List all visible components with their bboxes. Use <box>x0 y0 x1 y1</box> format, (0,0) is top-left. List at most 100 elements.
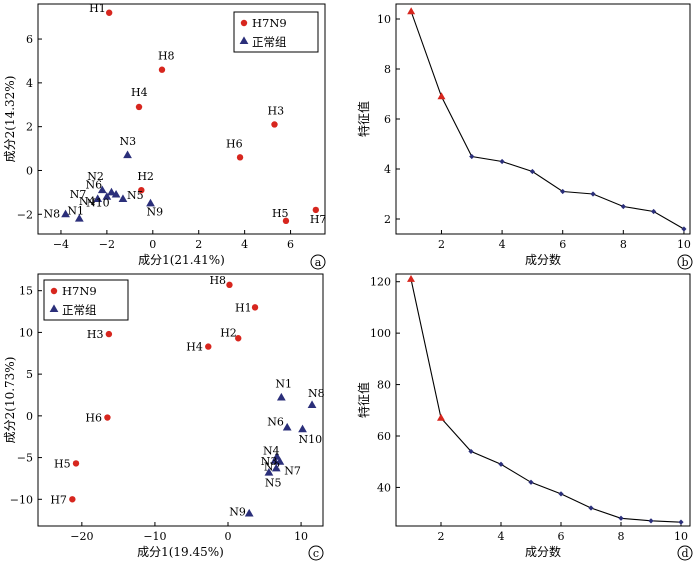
point-h3 <box>271 121 278 128</box>
point-label-n5: N5 <box>127 189 144 202</box>
point-n8 <box>61 209 70 218</box>
point-label-n9: N9 <box>229 505 246 518</box>
point-label-n10: N10 <box>86 197 110 210</box>
y-tick-label: 4 <box>384 163 391 176</box>
point-label-n9: N9 <box>147 205 164 218</box>
x-tick-label: 4 <box>499 238 506 251</box>
legend-triangle-marker <box>49 304 59 312</box>
legend-entry-h7n9: H7N9 <box>62 284 97 298</box>
scree-point-10 <box>681 226 687 232</box>
x-tick-label: 6 <box>559 238 566 251</box>
y-tick-label: 100 <box>370 327 391 340</box>
y-tick-label: −5 <box>17 452 33 465</box>
y-tick-label: 80 <box>377 379 391 392</box>
panel-d: 2 4 6 8 10 40 60 80 100 120 成分数 特征值 d <box>356 273 693 561</box>
y-tick-label: 40 <box>377 481 391 494</box>
x-tick-label: 0 <box>225 530 232 543</box>
x-axis-label: 成分数 <box>525 252 561 267</box>
point-h1 <box>251 304 259 311</box>
scree-point-3 <box>469 153 475 160</box>
x-tick-label: −4 <box>53 238 69 251</box>
point-label-n3: N3 <box>261 455 278 468</box>
point-n6 <box>282 422 292 431</box>
x-tick-label: 6 <box>558 530 565 543</box>
point-label-n3: N3 <box>120 135 137 148</box>
scree-point-10 <box>678 519 684 525</box>
x-tick-label: −2 <box>99 238 115 251</box>
y-tick-label: 10 <box>19 326 33 339</box>
x-tick-label: 10 <box>294 530 308 543</box>
point-n3 <box>123 150 132 159</box>
point-h3 <box>105 330 113 338</box>
scree-point-1 <box>407 274 415 282</box>
panel-c: −20 −10 0 10 −10 −5 0 5 10 15 成分1(19.45%) 成分2(10.73… <box>3 273 325 561</box>
point-label-h4: H4 <box>186 341 203 354</box>
point-label-h4: H4 <box>131 86 148 99</box>
point-label-h7: H7 <box>310 213 327 226</box>
scree-point-6 <box>558 491 564 497</box>
y-tick-label: 0 <box>26 410 33 423</box>
panel-letter: a <box>315 256 322 269</box>
x-tick-label: 2 <box>438 530 445 543</box>
x-tick-label: 8 <box>620 238 627 251</box>
legend-triangle-marker <box>239 36 249 44</box>
scree-point-2 <box>437 92 446 100</box>
panel-letter: c <box>313 547 319 560</box>
legend-box <box>43 279 129 321</box>
legend-circle-marker <box>50 287 58 295</box>
point-n6 <box>107 187 116 196</box>
point-label-n6: N6 <box>85 178 102 191</box>
x-tick-label: 6 <box>287 238 294 251</box>
x-tick-label: 4 <box>241 238 248 251</box>
panel-a: −4 −2 0 2 4 6 −2 0 2 4 6 成分1(21.41%) 成分2(14.32%) a H1 H… <box>3 2 327 270</box>
y-axis-label: 特征值 <box>356 382 371 418</box>
point-h5 <box>72 460 80 467</box>
x-tick-label: −20 <box>70 530 93 543</box>
point-h6 <box>104 414 111 421</box>
point-n5 <box>118 194 128 202</box>
point-label-n2: N2 <box>87 170 104 183</box>
point-h2 <box>235 335 242 342</box>
y-tick-label: 6 <box>384 113 391 126</box>
scree-point-7 <box>588 505 594 511</box>
point-h8 <box>158 66 166 73</box>
point-label-h5: H5 <box>272 207 289 220</box>
point-label-n10: N10 <box>299 433 323 446</box>
x-tick-label: −10 <box>143 530 166 543</box>
point-label-n1: N1 <box>275 377 292 390</box>
y-tick-label: 4 <box>26 77 33 90</box>
scree-point-9 <box>648 518 654 524</box>
y-tick-label: −10 <box>10 493 33 506</box>
scree-point-9 <box>651 208 657 215</box>
panel-letter-circle <box>308 545 324 561</box>
point-n10 <box>298 424 307 433</box>
point-n10 <box>111 189 121 198</box>
legend-circle-marker <box>240 19 248 27</box>
point-label-h3: H3 <box>87 328 104 341</box>
scree-point-4 <box>499 158 505 165</box>
point-label-n1: N1 <box>67 205 84 218</box>
scree-point-7 <box>590 191 596 197</box>
scree-point-3 <box>468 448 474 455</box>
panel-letter: b <box>681 256 688 269</box>
x-axis-label: 成分1(19.45%) <box>137 545 224 559</box>
panel-b: 2 4 6 8 10 2 4 6 8 10 成分数 特征值 b <box>356 3 693 270</box>
x-tick-label: 10 <box>674 530 688 543</box>
legend-box <box>233 11 319 53</box>
point-label-n6: N6 <box>267 416 284 429</box>
point-label-h6: H6 <box>85 412 102 425</box>
y-tick-label: −2 <box>17 208 33 221</box>
point-n2 <box>97 185 107 194</box>
scree-point-8 <box>618 515 624 521</box>
point-n3 <box>270 456 280 464</box>
point-n9 <box>244 508 254 517</box>
panel-letter-circle <box>677 545 693 561</box>
x-tick-label: 8 <box>618 530 625 543</box>
scree-line <box>410 11 685 230</box>
point-label-h7: H7 <box>50 493 67 506</box>
plot-frame <box>395 3 691 235</box>
panel-letter: d <box>681 547 688 560</box>
point-n4 <box>102 192 112 200</box>
y-tick-label: 0 <box>26 164 33 177</box>
